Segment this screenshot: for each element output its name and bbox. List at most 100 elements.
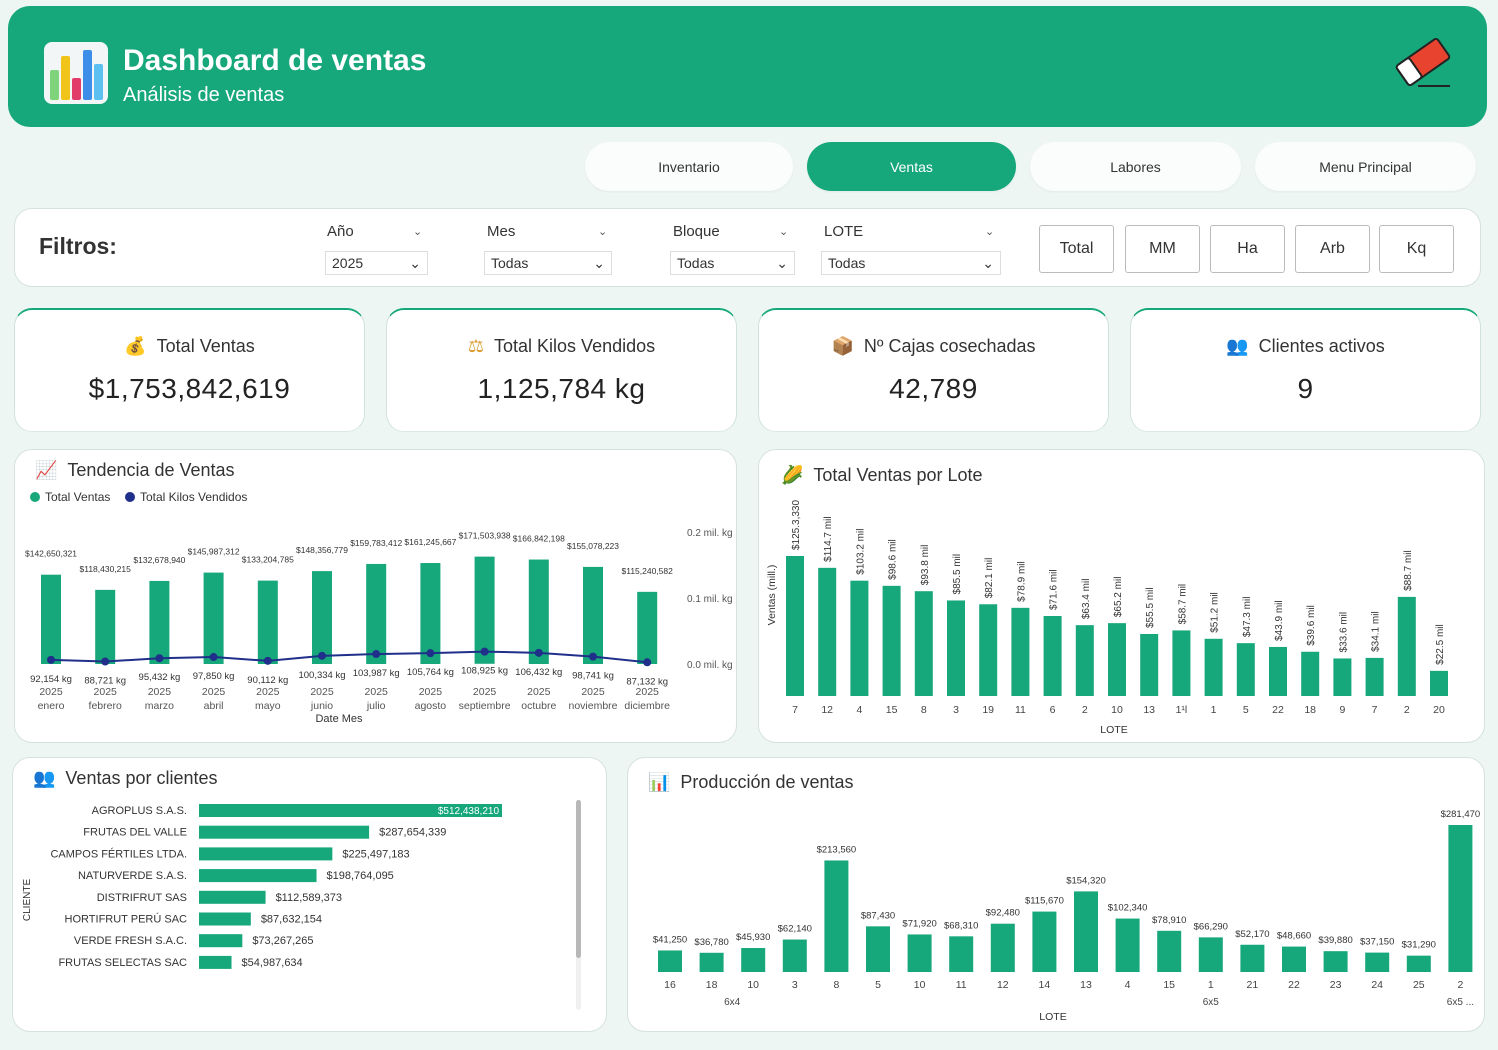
- x-tick-month: marzo: [145, 700, 174, 712]
- lote-x-axis-label: LOTE: [1100, 724, 1127, 736]
- ha-button[interactable]: Ha: [1210, 225, 1285, 273]
- lote-x-tick: 22: [1272, 704, 1284, 716]
- x-tick-year: 2025: [94, 686, 118, 698]
- prod-x-tick: 11: [956, 979, 967, 991]
- chevron-down-icon[interactable]: ⌄: [598, 226, 608, 238]
- prod-x-tick: 25: [1413, 979, 1425, 991]
- lote-bar-label: $47.3 mil: [1242, 597, 1253, 638]
- trend-point-label-bg: [81, 673, 130, 687]
- legend-item: Total Kilos Vendidos: [140, 490, 247, 504]
- prod-bar-label: $213,560: [817, 844, 857, 855]
- lote-bar-label: $114.7 mil: [823, 516, 834, 561]
- total-button[interactable]: Total: [1039, 225, 1114, 273]
- lote-bar-label: $34.1 mil: [1371, 611, 1382, 652]
- trend-point-label-bg: [623, 674, 672, 688]
- trend-bar-label: $166,842,198: [513, 534, 565, 544]
- clientes-chart-card: 👥 Ventas por clientes AGROPLUS S.A.S. $512…: [12, 757, 607, 1032]
- chevron-down-icon[interactable]: ⌄: [985, 226, 995, 238]
- kpi-label: Nº Cajas cosechadas: [863, 336, 1036, 356]
- page-subtitle: Análisis de ventas: [123, 84, 285, 106]
- eraser-icon[interactable]: [1388, 32, 1458, 92]
- chevron-down-icon: ⌄: [776, 254, 788, 271]
- kpi-value: 9: [1297, 373, 1314, 404]
- chevron-down-icon[interactable]: ⌄: [779, 226, 789, 238]
- kpi-clientes: 👥 Clientes activos 9: [1130, 308, 1481, 432]
- cliente-bar-label: $112,589,373: [276, 892, 342, 904]
- tab-ventas[interactable]: Ventas: [807, 142, 1016, 191]
- trend-chart: Total Ventas Total Kilos Vendidos $142,650…: [25, 490, 733, 725]
- lote-bar: [1043, 616, 1062, 696]
- filter-ano-select[interactable]: 2025 ⌄: [325, 251, 428, 275]
- cliente-bar-label: $512,438,210: [438, 806, 500, 817]
- x-tick-year: 2025: [636, 686, 660, 698]
- cliente-label: NATURVERDE S.A.S.: [78, 870, 187, 882]
- x-tick-year: 2025: [202, 686, 226, 698]
- tab-menu-principal[interactable]: Menu Principal: [1255, 142, 1476, 191]
- tab-labores[interactable]: Labores: [1030, 142, 1241, 191]
- lote-x-tick: 2: [1404, 704, 1410, 716]
- prod-bar-label: $48,660: [1277, 931, 1311, 942]
- prod-bar-label: $71,920: [902, 918, 936, 929]
- prod-bar: [1032, 911, 1057, 972]
- kpi-total-kilos: ⚖ Total Kilos Vendidos 1,125,784 kg: [386, 308, 737, 432]
- scrollbar[interactable]: [576, 800, 581, 1010]
- filter-lote-select[interactable]: Todas ⌄: [821, 251, 1001, 275]
- cliente-bar: [199, 804, 502, 817]
- trend-bar-label: $145,987,312: [188, 547, 240, 557]
- trend-point-label: 108,925 kg: [461, 666, 508, 677]
- prod-bar: [866, 926, 890, 972]
- prod-bar: [1074, 891, 1098, 972]
- trend-point-label: 100,334 kg: [298, 670, 345, 681]
- prod-bar: [1115, 918, 1140, 972]
- prod-bar: [658, 950, 682, 972]
- trend-bar-label: $155,078,223: [567, 541, 619, 551]
- lote-x-tick: 5: [1243, 704, 1249, 716]
- tab-inventario[interactable]: Inventario: [585, 142, 793, 191]
- filter-bloque-label: Bloque: [673, 223, 720, 240]
- chevron-down-icon[interactable]: ⌄: [413, 226, 423, 238]
- clientes-chart-title: Ventas por clientes: [65, 768, 218, 788]
- trend-bar: [41, 574, 61, 664]
- prod-x-axis-label: LOTE: [1039, 1011, 1066, 1023]
- prod-x-tick: 24: [1371, 979, 1383, 991]
- trend-bar: [420, 563, 441, 664]
- prod-bar: [1157, 930, 1182, 972]
- filter-mes-select[interactable]: Todas ⌄: [484, 251, 612, 275]
- lote-bar-label: $98.6 mil: [888, 539, 899, 580]
- trend-point-label: 95,432 kg: [139, 672, 181, 683]
- trend-point-label: 90,112 kg: [247, 675, 288, 686]
- trend-bar: [257, 580, 278, 664]
- kq-button[interactable]: Kq: [1379, 225, 1454, 273]
- trend-point: [263, 656, 272, 665]
- prod-bar: [782, 939, 807, 972]
- cliente-label: CAMPOS FÉRTILES LTDA.: [50, 847, 187, 860]
- clientes-chart: AGROPLUS S.A.S. $512,438,210 FRUTAS DEL VA…: [22, 804, 502, 969]
- lote-bar-label: $43.9 mil: [1274, 600, 1285, 641]
- x-tick-month: septiembre: [459, 700, 511, 712]
- prod-x-tick: 5: [875, 979, 881, 991]
- lote-bar: [1365, 657, 1384, 696]
- prod-x-tick: 16: [664, 979, 676, 991]
- prod-x-tick: 10: [747, 979, 759, 991]
- lote-bar-label: $78.9 mil: [1016, 561, 1027, 602]
- trend-point-label: 88,721 kg: [84, 676, 126, 687]
- trend-bar-label: $118,430,215: [80, 564, 132, 574]
- x-tick-year: 2025: [581, 686, 605, 698]
- x-tick-year: 2025: [148, 686, 172, 698]
- filter-ano-value: 2025: [332, 255, 364, 271]
- mm-button[interactable]: MM: [1125, 225, 1200, 273]
- prod-bar: [1406, 955, 1431, 972]
- prod-bar: [1198, 937, 1223, 972]
- prod-bar: [949, 936, 974, 972]
- filter-bloque-select[interactable]: Todas ⌄: [670, 251, 795, 275]
- trend-point-label-bg: [298, 667, 346, 681]
- kpi-value: 1,125,784 kg: [477, 373, 646, 404]
- arb-button[interactable]: Arb: [1295, 225, 1370, 273]
- legend-marker: [30, 492, 40, 502]
- kpi-label: Clientes activos: [1258, 336, 1385, 356]
- trend-bar-label: $142,650,321: [25, 549, 77, 559]
- cliente-bar: [199, 847, 333, 861]
- lote-chart-card: 🌽 Total Ventas por Lote $125.3,330 7 $114.7…: [758, 449, 1485, 743]
- lote-bar: [1011, 607, 1030, 696]
- prod-x-group: 6x4: [724, 997, 741, 1008]
